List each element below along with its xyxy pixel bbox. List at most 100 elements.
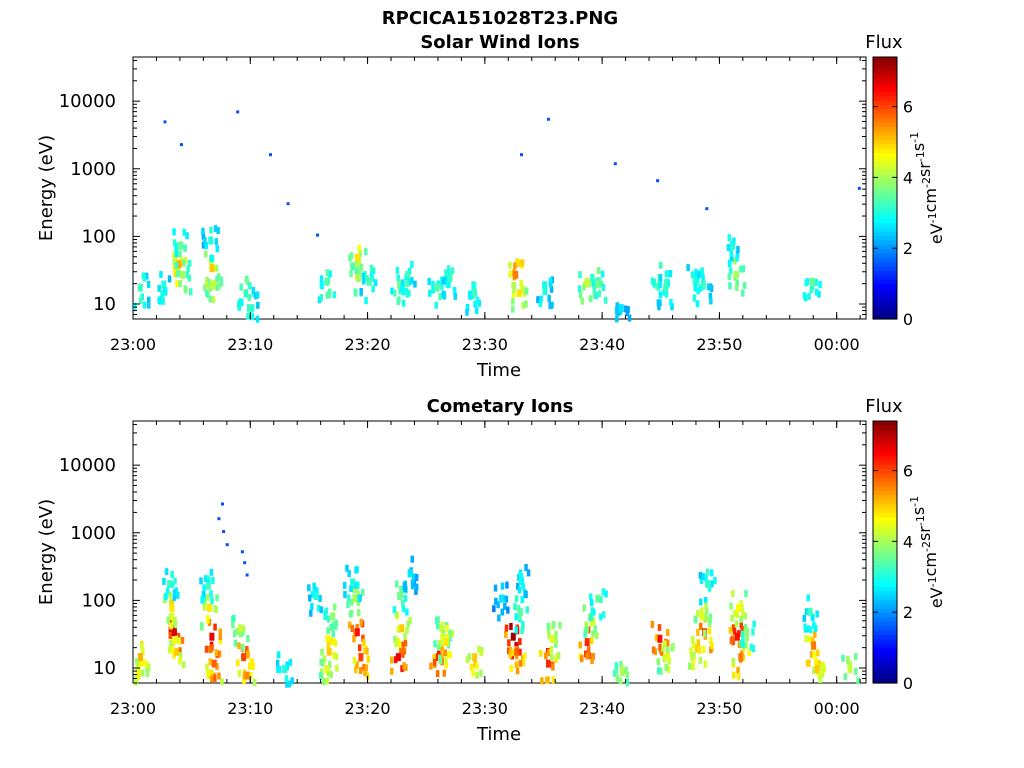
flux-cell <box>804 608 809 616</box>
flux-cell <box>167 646 172 654</box>
flux-cell <box>662 288 666 296</box>
flux-cell <box>739 639 743 647</box>
flux-cell <box>231 621 235 629</box>
flux-cell <box>413 280 417 288</box>
flux-cell <box>599 596 603 604</box>
flux-cell <box>403 632 407 640</box>
flux-cell <box>328 660 332 668</box>
flux-cell <box>239 283 243 291</box>
flux-cell <box>515 667 520 675</box>
flux-cell <box>168 632 173 639</box>
flux-cell <box>354 260 359 268</box>
flux-cell <box>390 287 394 295</box>
colorbar-step <box>873 643 897 649</box>
flux-cell <box>729 254 734 262</box>
flux-cell <box>523 652 527 660</box>
colorbar-step <box>873 460 897 466</box>
flux-cell <box>246 651 250 659</box>
flux-cell <box>395 266 400 274</box>
colorbar-tick-label: 6 <box>903 462 913 481</box>
flux-cell <box>246 304 252 313</box>
flux-cell <box>699 622 703 630</box>
flux-cell <box>403 595 408 603</box>
cometary-ions-panel: Cometary Ions 10 100 1000 10000 23:00 23:10 23… <box>36 396 946 745</box>
flux-cell <box>584 638 590 647</box>
flux-cell <box>203 237 207 244</box>
flux-cell <box>435 622 440 630</box>
flux-cell <box>809 626 813 634</box>
flux-cell <box>365 647 369 655</box>
flux-cell <box>465 656 470 664</box>
flux-cell <box>358 250 362 258</box>
flux-cell <box>401 605 406 612</box>
flux-cell <box>547 649 551 657</box>
flux-cell <box>172 589 177 597</box>
flux-cell <box>658 291 663 299</box>
flux-cell <box>747 649 751 656</box>
x-tick-label: 23:50 <box>696 335 742 354</box>
flux-cell <box>692 294 697 302</box>
colorbar-step <box>873 538 897 544</box>
colorbar-step <box>873 192 897 198</box>
flux-cell <box>520 596 524 603</box>
flux-cell <box>397 592 403 600</box>
flux-cell <box>737 641 742 649</box>
flux-cell <box>727 234 731 242</box>
flux-burst <box>236 642 254 680</box>
flux-cell <box>173 577 177 585</box>
flux-cell <box>177 241 183 250</box>
flux-cell <box>436 643 441 651</box>
flux-dot <box>316 233 319 237</box>
colorbar-step <box>873 109 897 115</box>
flux-cell <box>255 291 260 299</box>
flux-cell <box>847 665 853 673</box>
flux-burst <box>739 620 756 653</box>
colorbar-step <box>873 621 897 627</box>
flux-cell <box>550 301 554 309</box>
flux-cell <box>174 253 178 261</box>
flux-cell <box>201 227 205 235</box>
flux-cell <box>169 640 173 647</box>
flux-cell <box>696 609 700 617</box>
flux-cell <box>705 607 709 615</box>
flux-cell <box>504 631 508 639</box>
flux-cell <box>663 279 668 287</box>
flux-cell <box>332 651 336 659</box>
flux-cell <box>180 270 186 279</box>
flux-burst <box>174 259 193 296</box>
flux-burst <box>389 639 408 675</box>
flux-cell <box>347 594 351 602</box>
flux-burst <box>693 267 714 308</box>
flux-cell <box>521 655 525 663</box>
flux-dot <box>656 179 660 183</box>
y-tick-label: 10000 <box>59 455 116 476</box>
flux-cell <box>814 288 819 296</box>
flux-cell <box>815 610 819 618</box>
flux-cell <box>807 635 812 643</box>
flux-dot <box>221 502 224 506</box>
flux-cell <box>705 580 711 589</box>
flux-cell <box>209 590 213 598</box>
flux-cell <box>350 625 354 632</box>
flux-cell <box>146 280 151 288</box>
flux-cell <box>729 636 734 644</box>
flux-cell <box>408 616 412 624</box>
colorbar-step <box>873 556 897 562</box>
x-tick-label: 23:00 <box>110 699 156 718</box>
colorbar-cometary: 0 2 4 6 <box>872 420 913 693</box>
flux-cell <box>438 293 442 301</box>
flux-cell <box>137 653 143 662</box>
flux-cell <box>178 647 182 655</box>
flux-burst <box>347 618 367 654</box>
flux-cell <box>202 584 206 592</box>
flux-cell <box>590 607 594 615</box>
flux-cell <box>440 276 444 284</box>
colorbar-step <box>873 240 897 246</box>
flux-burst <box>162 568 180 601</box>
flux-burst <box>511 279 529 313</box>
plot-area-solar-wind <box>132 56 867 320</box>
flux-cell <box>841 654 845 662</box>
flux-cell <box>253 679 257 686</box>
flux-cell <box>214 606 218 613</box>
flux-cell <box>173 620 178 628</box>
